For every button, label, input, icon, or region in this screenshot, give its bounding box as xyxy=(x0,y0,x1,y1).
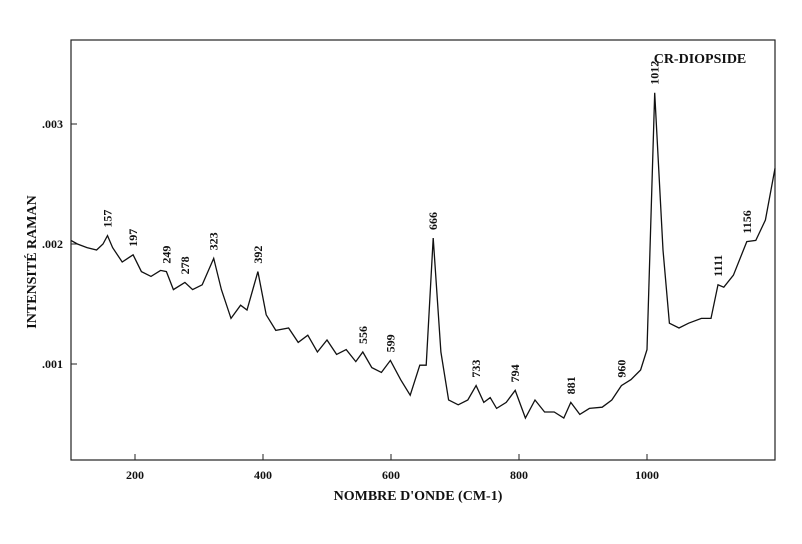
peak-label: 1156 xyxy=(740,210,754,233)
plot-frame xyxy=(70,39,776,461)
y-tick-label: .001 xyxy=(42,357,63,371)
x-tick-label: 400 xyxy=(254,468,272,482)
peak-label: 666 xyxy=(426,212,440,230)
peak-label: 794 xyxy=(508,364,522,382)
peak-label: 323 xyxy=(207,232,221,250)
y-axis-label: INTENSITÉ RAMAN xyxy=(23,195,40,328)
peak-label: 733 xyxy=(469,360,483,378)
x-tick-label: 800 xyxy=(510,468,528,482)
peak-label: 392 xyxy=(251,246,265,264)
peak-label: 1012 xyxy=(648,61,662,85)
peak-label: 960 xyxy=(614,360,628,378)
chart-title: CR-DIOPSIDE xyxy=(654,52,747,67)
x-tick-label: 1000 xyxy=(635,468,659,482)
peak-label: 599 xyxy=(383,334,397,352)
peak-label: 881 xyxy=(564,376,578,394)
x-tick-label: 200 xyxy=(126,468,144,482)
x-axis-label: NOMBRE D'ONDE (CM-1) xyxy=(334,489,503,504)
x-tick-label: 600 xyxy=(382,468,400,482)
y-tick-label: .003 xyxy=(42,117,63,131)
peak-label: 197 xyxy=(126,229,140,247)
spectrum-line xyxy=(70,92,776,420)
peak-label: 278 xyxy=(178,256,192,274)
peak-label: 157 xyxy=(100,210,114,228)
y-tick-label: .002 xyxy=(42,237,63,251)
peak-label: 249 xyxy=(159,246,173,264)
peak-label: 556 xyxy=(356,326,370,344)
peak-label: 1111 xyxy=(711,255,725,277)
